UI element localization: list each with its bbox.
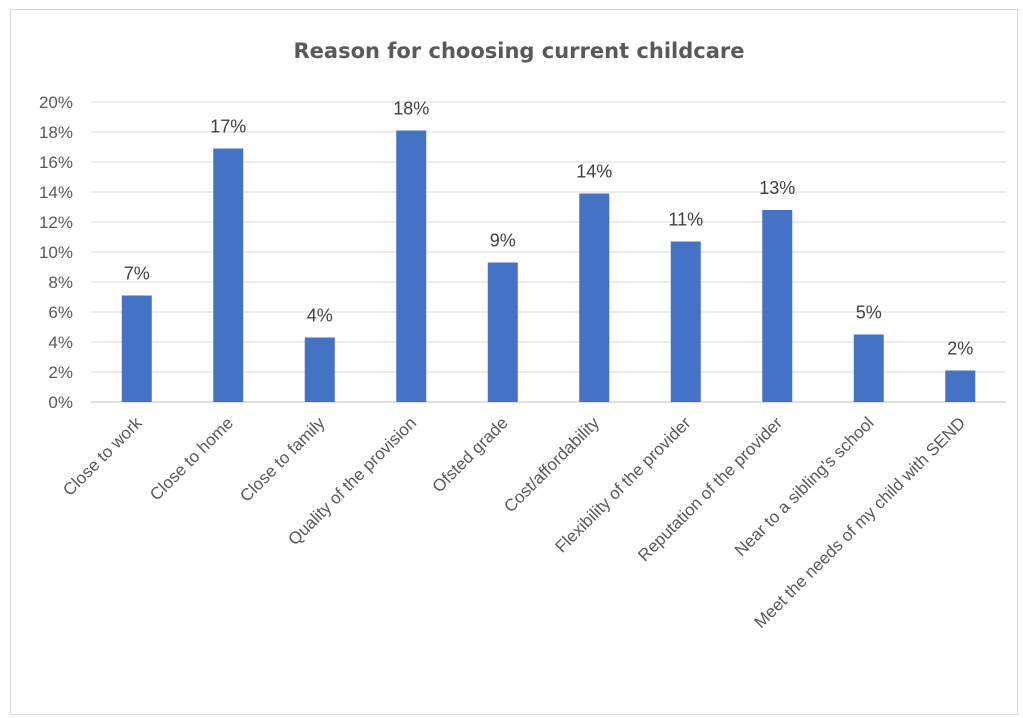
y-tick-label: 0% — [48, 393, 73, 412]
x-axis-ticks: Close to work Close to home Close to famil… — [59, 413, 969, 632]
bar — [762, 210, 793, 402]
bar — [853, 334, 884, 402]
bar — [304, 337, 335, 402]
y-tick-label: 20% — [39, 93, 73, 112]
data-label: 17% — [210, 117, 246, 137]
x-tick-label: Cost/affordability — [500, 413, 603, 516]
x-tick-label: Meet the needs of my child with SEND — [751, 413, 970, 632]
data-label: 11% — [668, 210, 703, 230]
x-tick-label: Ofsted grade — [429, 413, 512, 496]
bar — [213, 148, 244, 402]
bar — [945, 370, 976, 402]
y-axis-ticks: 0% 2% 4% 6% 8% 10% 12% 14% 16% 18% 20% — [39, 93, 73, 412]
data-label: 18% — [393, 99, 429, 119]
y-tick-label: 8% — [48, 273, 73, 292]
y-tick-label: 4% — [48, 333, 73, 352]
y-tick-label: 2% — [48, 363, 73, 382]
chart-title: Reason for choosing current childcare — [294, 39, 745, 63]
bars — [121, 130, 976, 402]
x-tick-label: Reputation of the provider — [634, 413, 786, 565]
data-label: 2% — [947, 339, 973, 359]
bar — [487, 262, 518, 402]
data-label: 9% — [490, 231, 516, 251]
x-tick-label: Close to home — [146, 413, 237, 504]
data-label: 7% — [124, 264, 150, 284]
data-labels: 7% 17% 4% 18% 9% 14% 11% 13% 5% 2% — [124, 99, 974, 359]
bar — [121, 295, 152, 402]
bar — [579, 193, 610, 402]
y-tick-label: 12% — [39, 213, 73, 232]
y-tick-label: 10% — [39, 243, 73, 262]
y-tick-label: 16% — [39, 153, 73, 172]
bar — [396, 130, 427, 402]
gridlines — [91, 101, 1006, 403]
data-label: 13% — [759, 178, 795, 198]
data-label: 5% — [856, 303, 882, 323]
data-label: 4% — [307, 306, 333, 326]
bar — [670, 241, 701, 402]
x-tick-label: Close to work — [59, 413, 146, 500]
bar-chart: Reason for choosing current childcare 0%… — [39, 39, 1006, 632]
y-tick-label: 6% — [48, 303, 73, 322]
chart-container: Reason for choosing current childcare 0%… — [10, 9, 1018, 715]
x-tick-label: Close to family — [236, 413, 329, 506]
y-tick-label: 14% — [39, 183, 73, 202]
y-tick-label: 18% — [39, 123, 73, 142]
data-label: 14% — [576, 162, 612, 182]
